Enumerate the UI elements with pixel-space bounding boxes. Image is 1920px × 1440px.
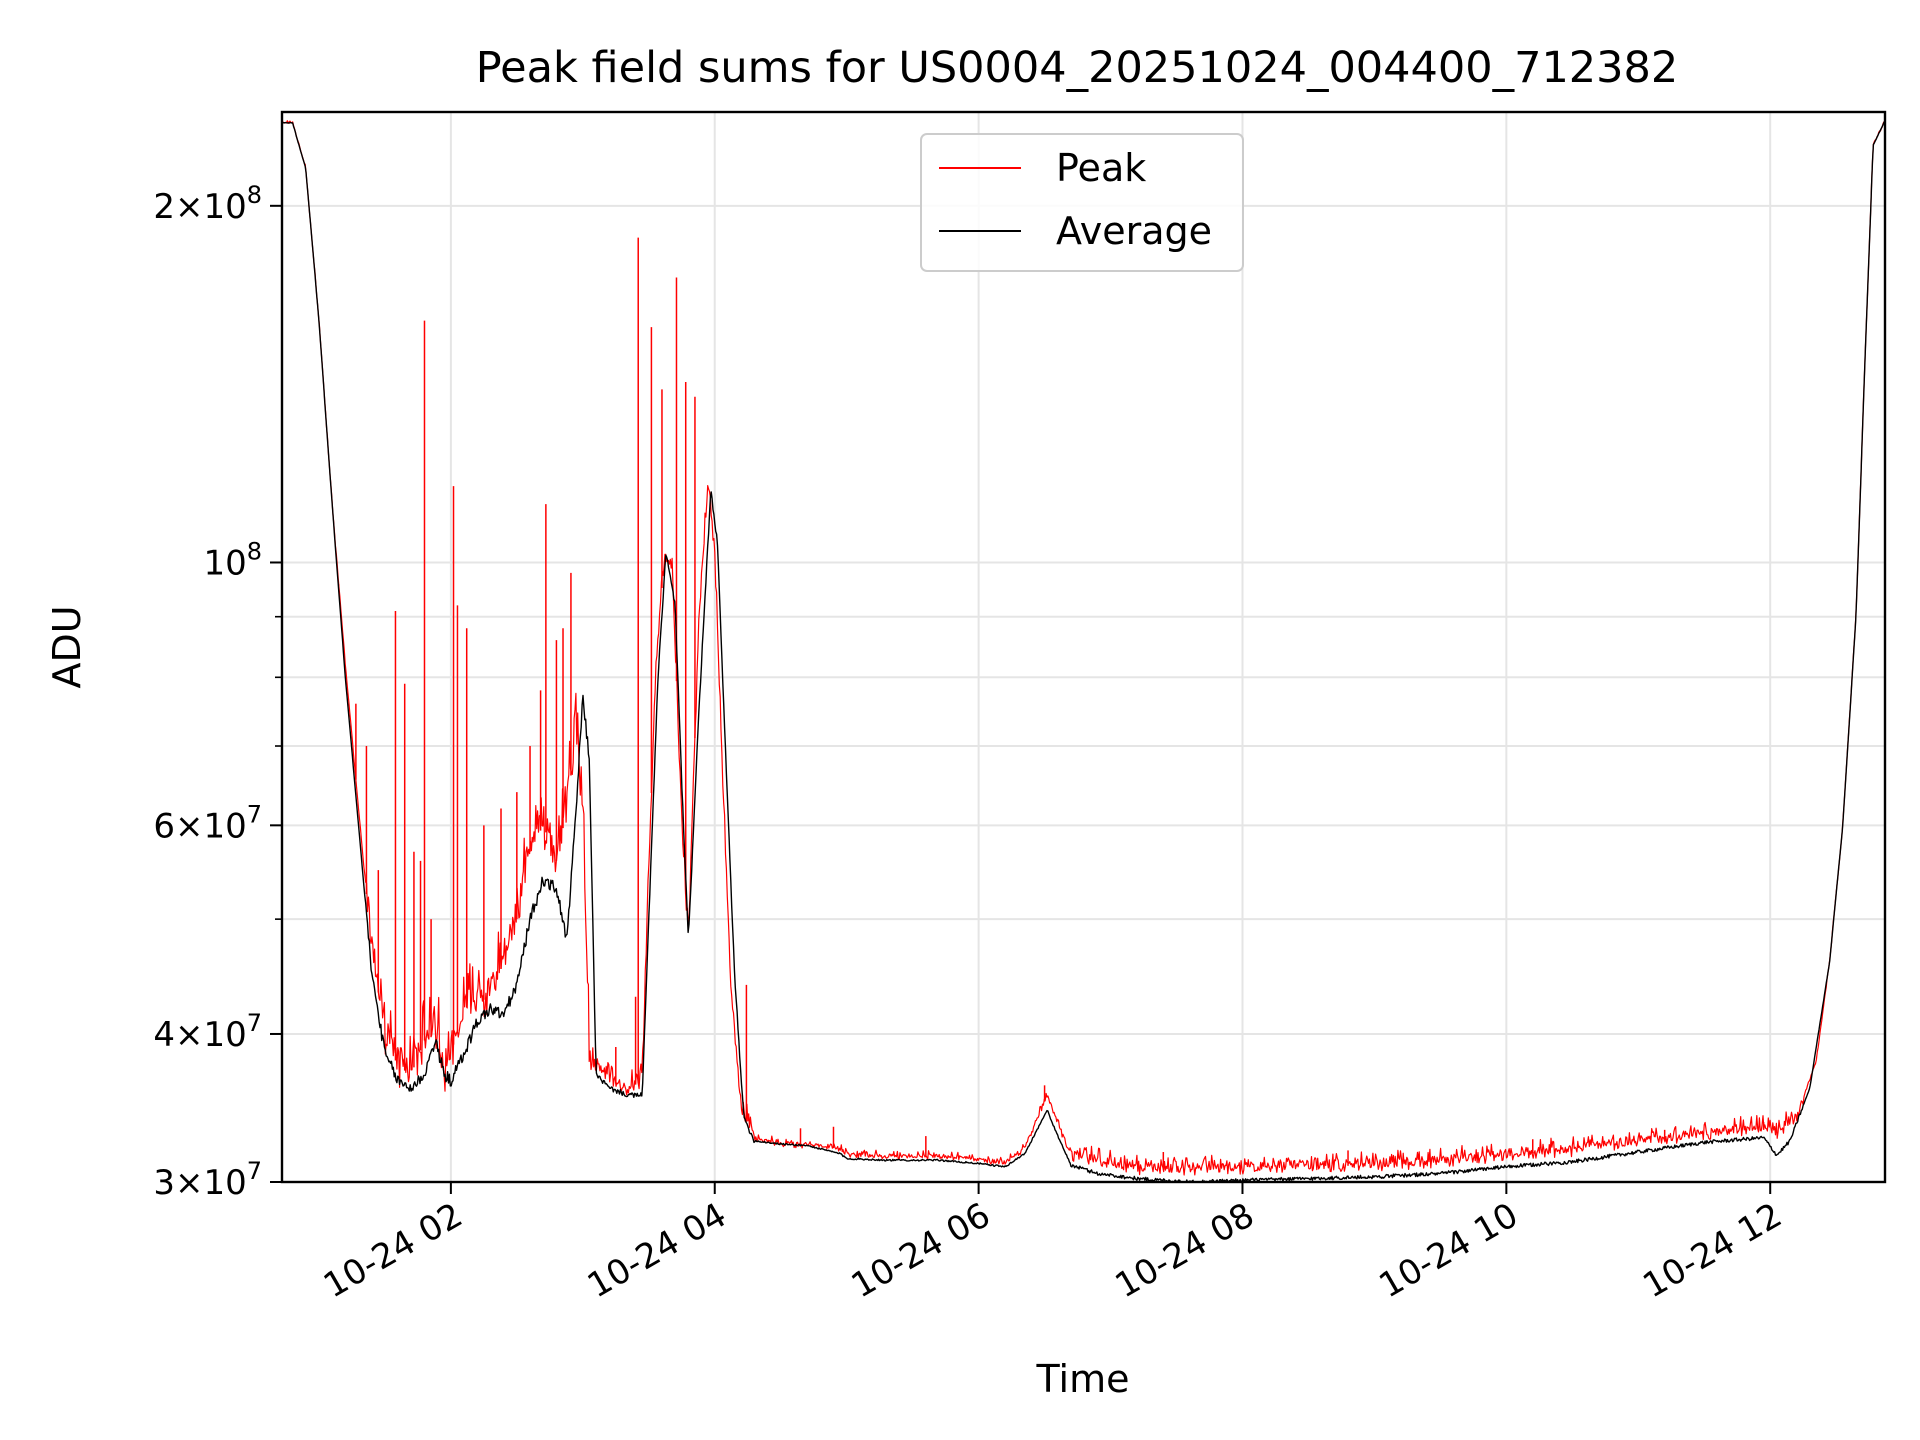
chart-title: Peak field sums for US0004_20251024_0044…: [476, 43, 1679, 93]
y-tick-label: 108: [203, 537, 262, 583]
y-axis: 3×107 4×107 6×107 108 2×108: [153, 181, 282, 1203]
x-axis-label: Time: [1036, 1357, 1130, 1401]
legend-average-label: Average: [1056, 209, 1212, 253]
legend: Peak Average: [920, 133, 1244, 272]
plot-series-group: [282, 120, 1885, 1182]
plot-frame: [280, 110, 1887, 1184]
y-axis-label: ADU: [45, 605, 89, 688]
y-tick-label: 6×107: [153, 800, 262, 846]
legend-peak-label: Peak: [1056, 146, 1146, 190]
y-tick-label: 3×107: [153, 1157, 262, 1203]
series-peak-line: [282, 120, 1885, 1176]
series-average-line: [282, 120, 1885, 1182]
y-tick-label: 2×108: [153, 181, 262, 227]
plot-area: [282, 120, 1885, 1182]
y-tick-label: 4×107: [153, 1009, 262, 1055]
